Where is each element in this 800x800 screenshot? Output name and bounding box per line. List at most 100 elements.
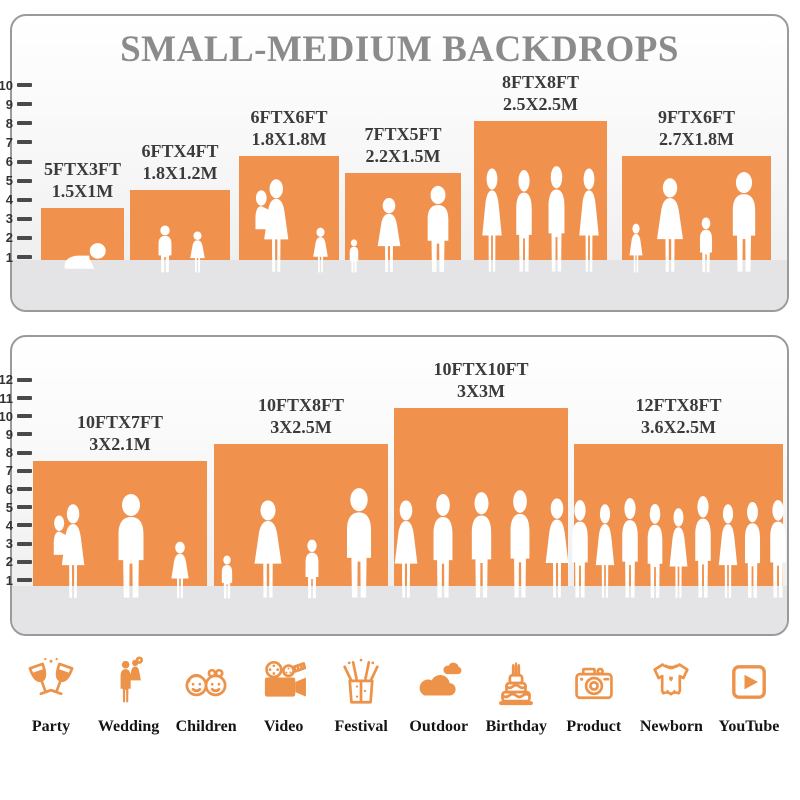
ruler-number: 9 bbox=[5, 96, 13, 112]
backdrop-bar-5ftx3ft: 5FTX3FT 1.5X1M bbox=[41, 159, 124, 269]
ruler-tick-2: 2 bbox=[0, 230, 32, 246]
person-silhouette-man bbox=[118, 494, 144, 598]
ruler-dash-icon bbox=[17, 505, 32, 510]
ruler-dash-icon bbox=[17, 140, 32, 145]
bar-size-label: 8FTX8FT 2.5X2.5M bbox=[502, 72, 579, 116]
ruler-tick-12: 12 bbox=[0, 372, 32, 388]
ruler-dash-icon bbox=[17, 468, 32, 473]
bar-figures-crawling-baby bbox=[41, 239, 124, 273]
bar-size-label: 6FTX6FT 1.8X1.8M bbox=[250, 107, 327, 151]
ruler-tick-1: 1 bbox=[0, 572, 32, 588]
ruler-tick-6: 6 bbox=[0, 154, 32, 170]
person-silhouette-man bbox=[699, 217, 712, 273]
video-icon bbox=[264, 660, 306, 697]
ruler-tick-6: 6 bbox=[0, 481, 32, 497]
ruler-number: 3 bbox=[5, 536, 13, 552]
ruler-dash-icon bbox=[17, 559, 32, 564]
person-silhouette-man bbox=[221, 555, 233, 599]
ruler-tick-10: 10 bbox=[0, 408, 32, 424]
person-silhouette-man bbox=[346, 488, 372, 598]
ruler-tick-11: 11 bbox=[0, 390, 32, 406]
size-feet: 9FTX6FT bbox=[657, 107, 736, 128]
size-meters: 1.5X1M bbox=[51, 181, 114, 202]
ruler-tick-3: 3 bbox=[0, 536, 32, 552]
youtube-icon bbox=[732, 665, 766, 699]
person-silhouette-man bbox=[349, 239, 359, 273]
bar-size-label: 10FTX8FT 3X2.5M bbox=[258, 395, 344, 439]
ruler-dash-icon bbox=[17, 159, 32, 164]
ruler-number: 11 bbox=[0, 390, 13, 406]
ruler-number: 8 bbox=[5, 445, 13, 461]
ruler-dash-icon bbox=[17, 541, 32, 546]
backdrop-bar-8ftx8ft: 8FTX8FT 2.5X2.5M bbox=[474, 72, 607, 272]
ruler-tick-1: 1 bbox=[0, 249, 32, 265]
size-meters: 3X3M bbox=[456, 381, 505, 402]
backdrop-bar-12ftx8ft: 12FTX8FT 3.6X2.5M bbox=[571, 395, 786, 598]
ruler-number: 7 bbox=[5, 463, 13, 479]
ruler-number: 6 bbox=[5, 154, 13, 169]
bar-figures-mother-holding-child-and-girl bbox=[239, 178, 339, 273]
ruler-tick-5: 5 bbox=[0, 173, 32, 189]
size-meters: 1.8X1.8M bbox=[251, 129, 327, 150]
person-silhouette-woman bbox=[482, 168, 502, 272]
ruler-number: 10 bbox=[0, 408, 13, 424]
size-meters: 3X2.5M bbox=[270, 417, 332, 438]
size-meters: 2.2X1.5M bbox=[365, 146, 441, 167]
category-party: Party bbox=[14, 655, 88, 736]
small-medium-panel: SMALL-MEDIUM BACKDROPS 1 2 3 4 5 6 7 8 9 10 5FTX3F… bbox=[0, 14, 789, 312]
outdoor-icon bbox=[419, 662, 462, 696]
ruler-number: 5 bbox=[5, 173, 13, 189]
ruler-dash-icon bbox=[17, 523, 32, 528]
person-silhouette-man bbox=[305, 539, 319, 599]
ruler-tick-10: 10 bbox=[0, 77, 32, 93]
category-label: Product bbox=[566, 718, 622, 735]
category-label: Birthday bbox=[485, 718, 547, 735]
bar-size-label: 6FTX4FT 1.8X1.2M bbox=[141, 141, 218, 185]
category-label: YouTube bbox=[718, 718, 780, 735]
category-festival: Festival bbox=[324, 655, 398, 736]
festival-icon bbox=[343, 658, 379, 704]
size-meters: 2.7X1.8M bbox=[658, 129, 734, 150]
ruler-number: 8 bbox=[5, 115, 13, 131]
size-meters: 1.8X1.2M bbox=[142, 163, 218, 184]
ruler-dash-icon bbox=[17, 432, 32, 437]
category-label: Video bbox=[263, 718, 304, 735]
bar-size-label: 10FTX10FT 3X3M bbox=[433, 359, 528, 403]
category-birthday: Birthday bbox=[479, 655, 553, 736]
product-icon bbox=[575, 667, 613, 700]
backdrop-bar-10ftx10ft: 10FTX10FT 3X3M bbox=[394, 359, 568, 598]
ruler-number: 4 bbox=[5, 517, 13, 533]
ruler-number: 2 bbox=[5, 230, 13, 246]
bar-figures-crowd-of-people bbox=[571, 495, 786, 599]
ruler-number: 9 bbox=[5, 426, 13, 442]
ruler-number: 7 bbox=[5, 134, 13, 150]
size-feet: 12FTX8FT bbox=[635, 395, 722, 416]
bar-size-label: 7FTX5FT 2.2X1.5M bbox=[364, 124, 441, 168]
category-row: Party Wedding bbox=[14, 655, 786, 736]
category-wedding: Wedding bbox=[92, 655, 166, 736]
panel-floor bbox=[12, 260, 787, 310]
person-silhouette-womanbaby bbox=[53, 504, 85, 598]
size-meters: 2.5X2.5M bbox=[502, 94, 578, 115]
category-label: Outdoor bbox=[409, 718, 469, 735]
ruler-dash-icon bbox=[17, 83, 32, 88]
ruler-tick-4: 4 bbox=[0, 192, 32, 208]
bar-size-label: 10FTX7FT 3X2.1M bbox=[77, 412, 163, 456]
ruler-dash-icon bbox=[17, 396, 32, 400]
party-icon bbox=[28, 657, 74, 696]
bar-figures-family-of-four bbox=[622, 171, 771, 273]
category-label: Festival bbox=[334, 718, 388, 735]
ruler-number: 3 bbox=[5, 211, 13, 227]
category-video: Video bbox=[247, 655, 321, 736]
person-silhouette-woman bbox=[254, 500, 282, 598]
person-silhouette-baby bbox=[64, 243, 106, 269]
ruler-dash-icon bbox=[17, 487, 32, 491]
person-silhouette-man bbox=[548, 166, 565, 272]
ruler-dash-icon bbox=[17, 121, 32, 126]
category-label: Party bbox=[31, 718, 71, 735]
bar-figures-family-of-four bbox=[214, 487, 388, 599]
person-silhouette-man bbox=[158, 225, 171, 273]
size-feet: 10FTX8FT bbox=[257, 395, 345, 416]
ruler-tick-9: 9 bbox=[0, 426, 32, 442]
